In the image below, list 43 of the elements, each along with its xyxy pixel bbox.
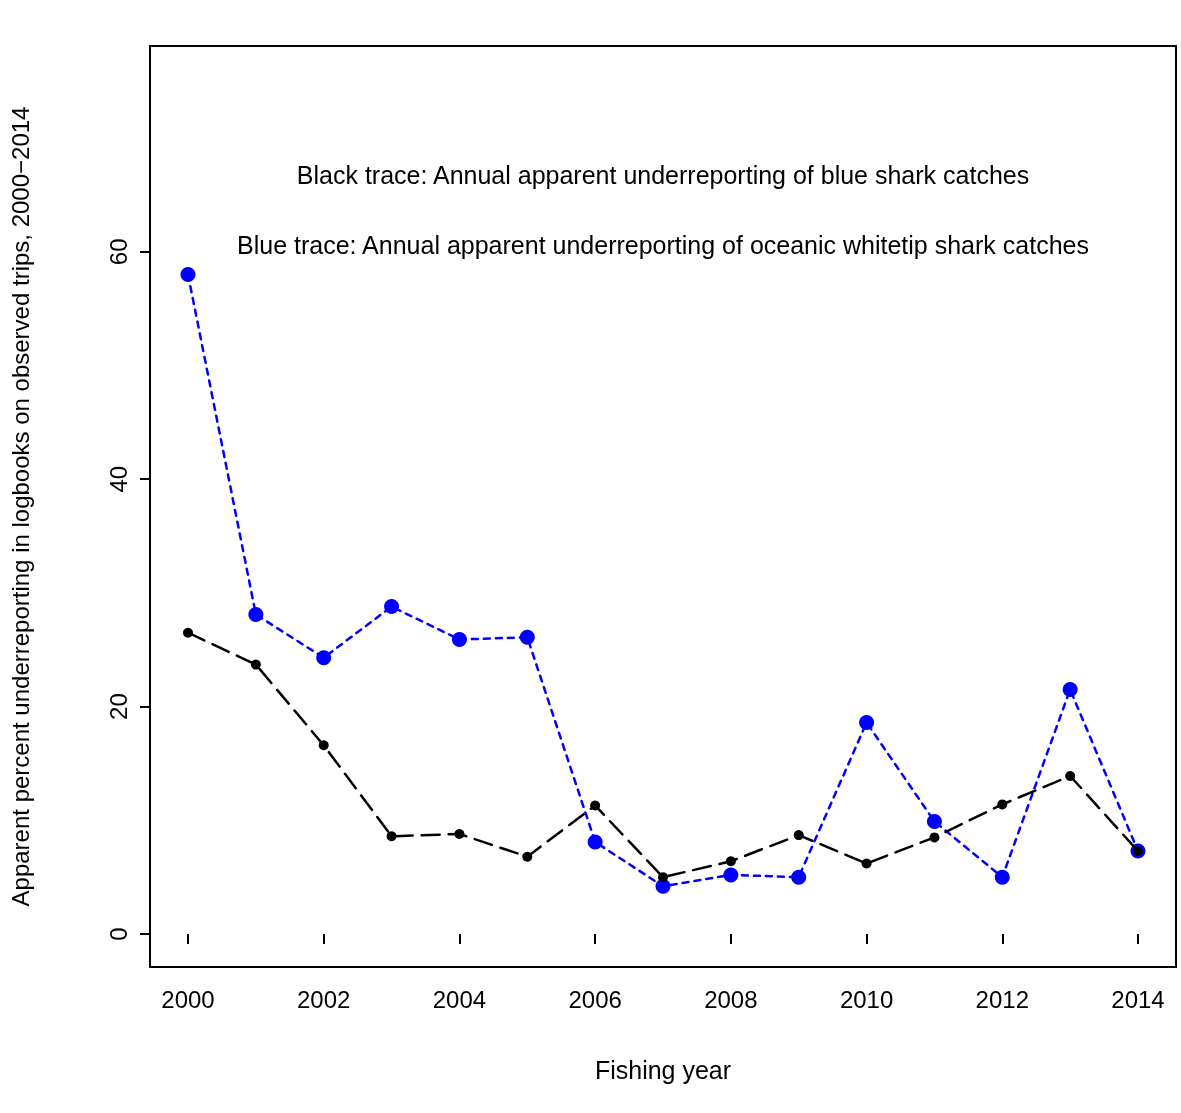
x-axis-title: Fishing year	[594, 1055, 732, 1084]
y-tick-label: 20	[104, 693, 132, 720]
point	[183, 627, 193, 638]
point	[929, 832, 940, 843]
point	[590, 800, 601, 811]
point	[793, 830, 804, 841]
point	[658, 872, 668, 883]
point	[926, 813, 942, 829]
point	[997, 799, 1008, 810]
annotation: Blue trace: Annual apparent underreporting of oceanic whitetip shark catches	[237, 231, 1089, 259]
x-tick-label: 2008	[704, 985, 758, 1013]
y-tick-label: 60	[104, 238, 132, 266]
point	[522, 851, 533, 862]
x-tick-label: 2014	[1111, 985, 1165, 1013]
x-tick-label: 2000	[161, 985, 215, 1013]
point	[859, 715, 875, 731]
point	[248, 607, 264, 623]
point	[725, 856, 736, 867]
point	[454, 828, 465, 839]
point	[519, 629, 535, 645]
point	[1065, 770, 1076, 781]
x-tick-label: 2006	[568, 985, 622, 1013]
point	[994, 869, 1010, 885]
y-tick-label: 0	[104, 927, 132, 941]
x-tick-label: 2002	[297, 985, 351, 1013]
y-axis-title: Apparent percent underreporting in logbooks on observed trips, 2000−2014	[6, 106, 34, 907]
point	[180, 267, 196, 283]
point	[1062, 682, 1078, 698]
point	[451, 632, 467, 648]
point	[723, 867, 739, 883]
point	[587, 834, 603, 850]
point	[384, 599, 400, 615]
point	[861, 858, 872, 869]
x-tick-label: 2010	[839, 985, 894, 1013]
annotation: Black trace: Annual apparent underreporting of blue shark catches	[296, 161, 1030, 189]
x-tick-label: 2004	[432, 985, 487, 1013]
point	[386, 831, 397, 842]
point	[316, 650, 332, 666]
point	[250, 659, 261, 670]
x-tick-label: 2012	[975, 985, 1029, 1013]
y-tick-label: 40	[104, 465, 132, 493]
point	[318, 740, 329, 751]
point	[791, 869, 807, 885]
